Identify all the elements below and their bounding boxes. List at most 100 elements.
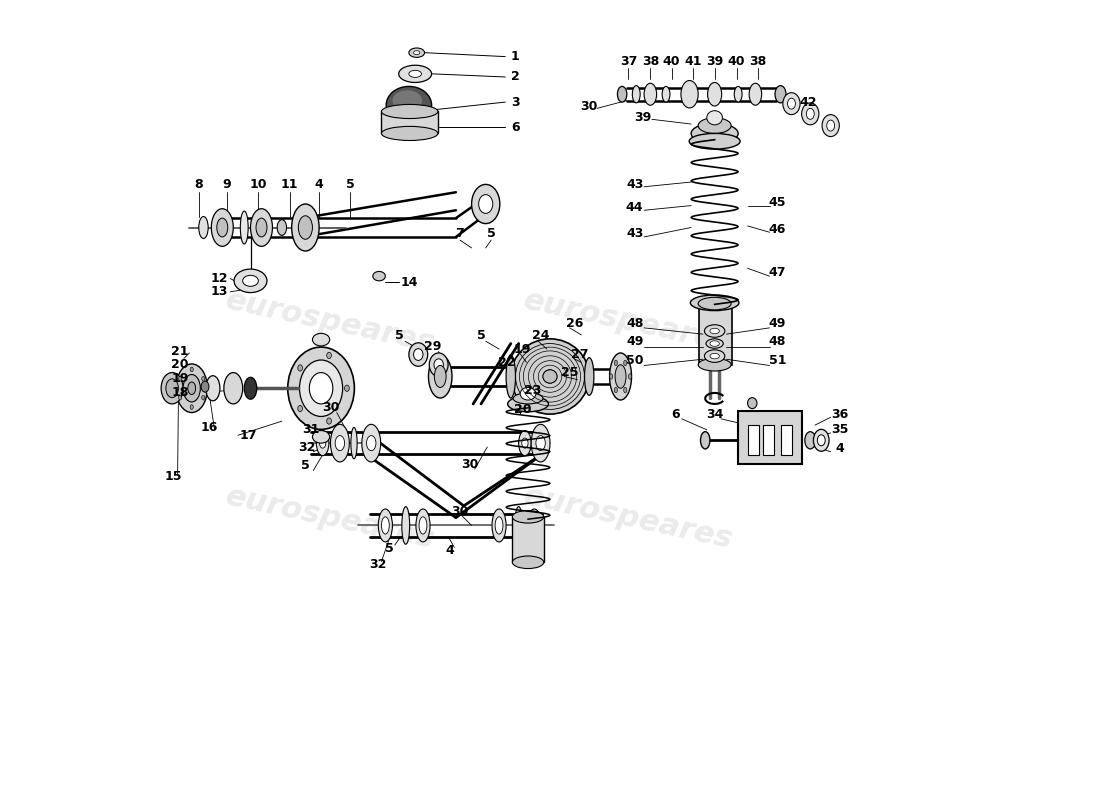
Text: 5: 5 [385,542,394,555]
Bar [738,411,802,464]
Text: 30: 30 [581,99,598,113]
Text: 38: 38 [641,55,659,68]
Text: 49: 49 [769,317,786,330]
Ellipse shape [416,509,430,542]
Text: eurospeares: eurospeares [521,286,736,358]
Text: 27: 27 [571,348,588,361]
Ellipse shape [299,360,342,417]
Ellipse shape [472,184,499,223]
Ellipse shape [707,110,723,125]
Bar [698,303,732,365]
Ellipse shape [386,110,431,122]
Text: 36: 36 [832,408,849,421]
Text: 50: 50 [626,354,644,367]
Ellipse shape [402,506,409,544]
Ellipse shape [748,398,757,409]
Ellipse shape [351,427,358,459]
Ellipse shape [288,347,354,430]
Text: 18: 18 [172,386,188,398]
Ellipse shape [805,432,816,449]
Text: 40: 40 [728,55,746,68]
Bar [513,517,543,562]
Ellipse shape [704,350,725,362]
Ellipse shape [188,382,196,394]
Text: 47: 47 [769,266,786,279]
Ellipse shape [317,430,329,456]
Text: 16: 16 [200,421,218,434]
Ellipse shape [409,70,421,78]
Ellipse shape [161,373,183,404]
Bar [382,111,438,134]
Text: 24: 24 [531,330,549,342]
Ellipse shape [527,509,541,542]
Ellipse shape [206,376,220,401]
Text: 46: 46 [769,222,786,235]
Ellipse shape [710,354,719,359]
Ellipse shape [251,209,273,246]
Text: 43: 43 [626,178,644,191]
Ellipse shape [429,355,452,398]
Text: 15: 15 [165,470,183,483]
Text: 49: 49 [626,335,644,349]
Ellipse shape [749,83,761,106]
Ellipse shape [681,81,698,108]
Ellipse shape [734,86,742,102]
Ellipse shape [190,405,194,410]
Text: 19: 19 [172,371,188,385]
Text: 5: 5 [301,459,310,472]
Text: 2: 2 [510,70,519,83]
Text: eurospeares: eurospeares [521,482,736,554]
Text: 39: 39 [706,55,724,68]
Ellipse shape [690,134,740,149]
Ellipse shape [520,387,536,400]
Ellipse shape [419,517,427,534]
Ellipse shape [244,378,256,399]
Text: 10: 10 [250,178,267,191]
Text: 44: 44 [626,202,644,214]
Ellipse shape [292,204,319,251]
Ellipse shape [344,385,350,391]
Text: 4: 4 [446,544,454,557]
Text: 30: 30 [451,505,469,518]
Text: 30: 30 [322,402,339,414]
Ellipse shape [513,510,543,523]
Text: 13: 13 [210,286,228,298]
Ellipse shape [691,123,738,144]
Ellipse shape [691,295,739,310]
Ellipse shape [813,430,829,451]
Ellipse shape [584,358,594,395]
Ellipse shape [336,435,344,450]
Ellipse shape [514,393,543,404]
Ellipse shape [521,438,528,448]
Ellipse shape [662,86,670,102]
Ellipse shape [802,103,818,125]
Ellipse shape [704,325,725,338]
Text: 39: 39 [634,111,651,124]
Text: 6: 6 [671,408,680,421]
Ellipse shape [201,395,205,400]
Ellipse shape [624,387,627,393]
Text: 48: 48 [769,335,786,349]
Text: 43: 43 [626,227,644,240]
Ellipse shape [822,114,839,137]
Ellipse shape [217,218,228,237]
Ellipse shape [506,355,516,398]
Ellipse shape [298,406,302,412]
Text: 9: 9 [222,178,231,191]
Ellipse shape [609,374,613,379]
Ellipse shape [409,48,425,58]
Ellipse shape [543,370,557,383]
Ellipse shape [710,328,719,334]
Ellipse shape [312,430,330,443]
Ellipse shape [190,367,194,372]
Ellipse shape [536,435,546,450]
Ellipse shape [393,90,422,110]
Ellipse shape [199,217,208,238]
Ellipse shape [224,373,243,404]
Ellipse shape [510,339,590,414]
Ellipse shape [698,118,732,134]
Text: 45: 45 [769,196,786,209]
Text: eurospeares: eurospeares [223,286,438,358]
Ellipse shape [492,509,506,542]
Ellipse shape [617,86,627,102]
